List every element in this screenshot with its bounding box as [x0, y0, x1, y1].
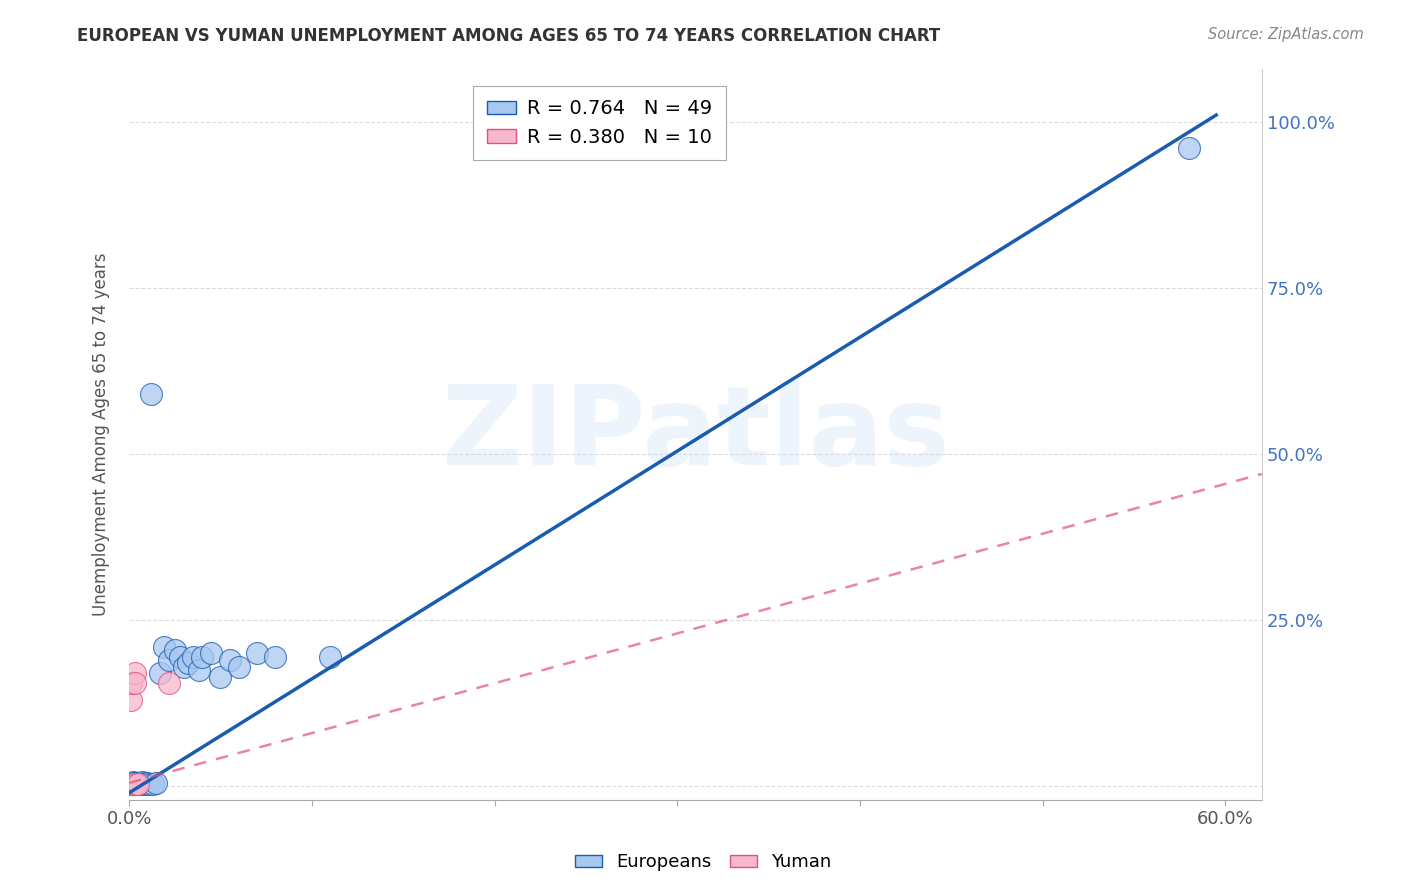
Point	[127, 776, 149, 790]
Point	[319, 649, 342, 664]
Point	[246, 646, 269, 660]
Point	[120, 776, 142, 790]
Point	[124, 666, 146, 681]
Point	[132, 776, 155, 790]
Point	[121, 775, 143, 789]
Point	[120, 776, 142, 790]
Point	[121, 776, 143, 790]
Point	[191, 649, 214, 664]
Point	[138, 777, 160, 791]
Point	[120, 776, 142, 790]
Point	[124, 776, 146, 790]
Point	[163, 643, 186, 657]
Point	[135, 776, 157, 790]
Point	[120, 676, 142, 690]
Point	[209, 669, 232, 683]
Point	[129, 777, 152, 791]
Point	[120, 693, 142, 707]
Point	[124, 776, 146, 790]
Point	[169, 649, 191, 664]
Point	[139, 387, 162, 401]
Text: ZIPatlas: ZIPatlas	[441, 381, 949, 488]
Point	[131, 776, 153, 790]
Point	[121, 777, 143, 791]
Point	[630, 135, 652, 149]
Legend: R = 0.764   N = 49, R = 0.380   N = 10: R = 0.764 N = 49, R = 0.380 N = 10	[472, 86, 725, 161]
Point	[120, 777, 142, 791]
Point	[127, 776, 149, 790]
Point	[136, 776, 159, 790]
Point	[121, 776, 143, 790]
Point	[125, 776, 148, 790]
Point	[149, 666, 172, 681]
Point	[120, 777, 142, 791]
Point	[121, 777, 143, 791]
Point	[228, 659, 250, 673]
Point	[124, 777, 146, 791]
Point	[181, 649, 204, 664]
Point	[173, 659, 195, 673]
Point	[127, 776, 149, 790]
Point	[145, 776, 167, 790]
Point	[264, 649, 287, 664]
Point	[157, 653, 180, 667]
Point	[152, 640, 174, 654]
Point	[131, 775, 153, 789]
Point	[125, 777, 148, 791]
Point	[157, 676, 180, 690]
Point	[176, 657, 198, 671]
Point	[187, 663, 209, 677]
Text: EUROPEAN VS YUMAN UNEMPLOYMENT AMONG AGES 65 TO 74 YEARS CORRELATION CHART: EUROPEAN VS YUMAN UNEMPLOYMENT AMONG AGE…	[77, 27, 941, 45]
Point	[218, 653, 240, 667]
Point	[200, 646, 222, 660]
Point	[120, 777, 142, 791]
Point	[121, 776, 143, 790]
Point	[124, 776, 146, 790]
Point	[121, 777, 143, 791]
Point	[142, 776, 165, 790]
Point	[129, 776, 152, 790]
Point	[1178, 141, 1201, 155]
Point	[124, 676, 146, 690]
Point	[125, 776, 148, 790]
Text: Source: ZipAtlas.com: Source: ZipAtlas.com	[1208, 27, 1364, 42]
Point	[127, 777, 149, 791]
Y-axis label: Unemployment Among Ages 65 to 74 years: Unemployment Among Ages 65 to 74 years	[93, 252, 110, 615]
Legend: Europeans, Yuman: Europeans, Yuman	[568, 847, 838, 879]
